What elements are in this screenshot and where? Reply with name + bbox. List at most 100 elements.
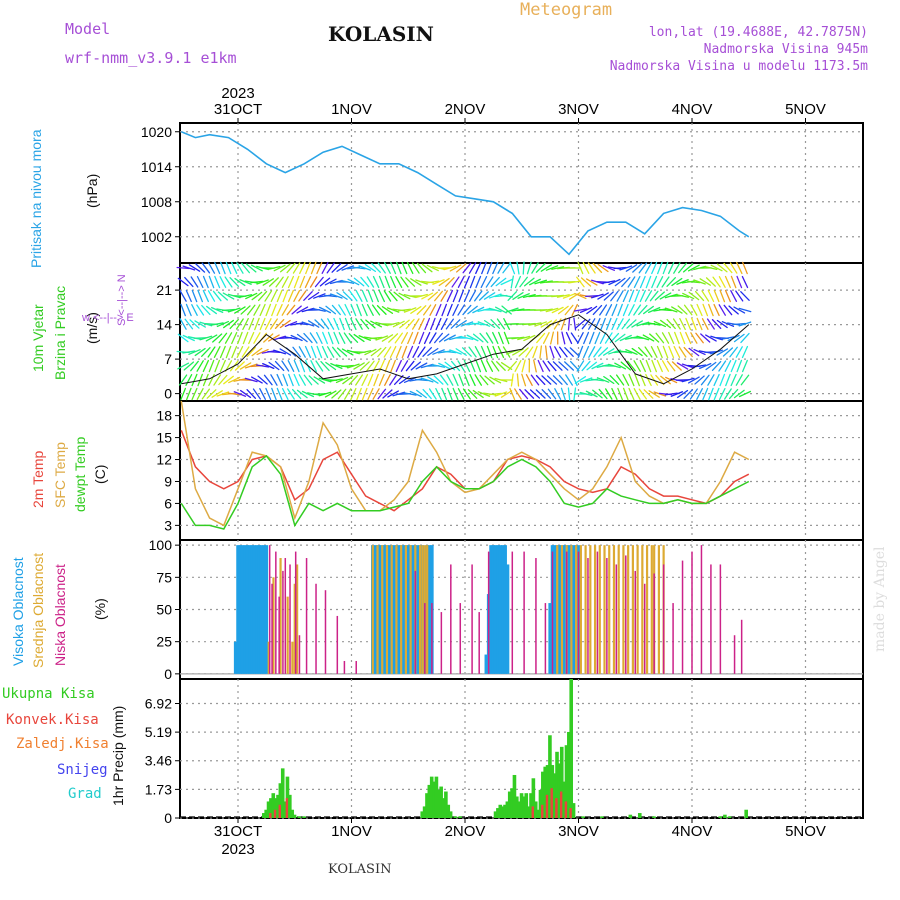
wind-arrow — [647, 322, 661, 326]
wind-arrow — [602, 265, 615, 271]
wind-arrow — [375, 335, 389, 341]
wind-arrow — [649, 333, 660, 343]
wind-arrow — [293, 290, 301, 302]
wind-arrow — [480, 345, 487, 359]
wind-arrow — [711, 318, 722, 330]
precip-conv-bar — [559, 791, 563, 818]
wind-arrow — [321, 262, 329, 274]
wind-arrow — [281, 304, 289, 316]
wind-arrow — [252, 388, 261, 400]
wind-arrow — [390, 261, 397, 275]
wind-arrow — [539, 345, 543, 359]
wind-arrow — [599, 304, 608, 316]
cloud-high-bar — [406, 545, 410, 674]
wind-arrow — [253, 304, 261, 316]
ytick-label: 12 — [156, 452, 172, 468]
wind-arrow — [716, 348, 729, 356]
wind-arrow — [259, 303, 266, 317]
wind-arrow — [218, 374, 228, 386]
wind-arrow — [701, 318, 709, 330]
precip-total-bar — [493, 811, 498, 818]
cloud-mid-bar — [627, 545, 630, 674]
wind-arrow — [672, 318, 681, 330]
wind-arrow — [324, 294, 338, 298]
station-title: KOLASIN — [328, 22, 434, 46]
precip-total-bar — [503, 804, 507, 818]
wind-arrow — [741, 275, 749, 289]
wind-arrow — [389, 374, 398, 386]
cloud-mid-bar — [296, 564, 299, 674]
wind-arrow — [554, 388, 562, 400]
wind-arrow — [386, 321, 400, 327]
wind-arrow — [298, 290, 307, 302]
wind-arrow — [458, 373, 465, 387]
wind-arrow — [643, 389, 654, 399]
wind-arrow — [507, 360, 517, 372]
wind-arrow — [674, 331, 680, 345]
cloud-low-bar — [606, 558, 608, 674]
precip-total-bar — [557, 763, 562, 818]
wind-arrow — [656, 345, 663, 359]
wind-arrow — [279, 348, 292, 356]
wind-arrow — [497, 262, 505, 274]
wind-arrow — [702, 303, 709, 317]
wind-arrow — [398, 292, 411, 300]
precip-total-bar — [543, 766, 547, 818]
wind-arrow — [279, 319, 291, 329]
wind-arrow — [264, 290, 273, 302]
wind-arrow — [308, 291, 320, 301]
wind-arrow — [432, 364, 446, 368]
wind-arrow — [325, 361, 337, 371]
wind-arrow — [360, 276, 370, 288]
wind-arrow — [704, 350, 718, 354]
cloud-mid-bar — [409, 545, 412, 674]
wind-arrow — [259, 317, 266, 331]
wind-arrow — [335, 376, 349, 384]
cloud-mid-bar — [293, 583, 296, 674]
wind-arrow — [671, 361, 682, 371]
wind-arrow — [410, 278, 422, 286]
wind-arrow — [662, 345, 669, 359]
wind-arrow — [330, 293, 343, 299]
wind-arrow — [194, 320, 206, 328]
wind-arrow — [383, 262, 391, 274]
wind-arrow — [267, 350, 281, 354]
wind-arrow — [645, 359, 652, 373]
wind-arrow — [742, 359, 748, 373]
wind-arrow — [262, 362, 275, 370]
wind-arrow — [292, 262, 301, 274]
precip-conv-bar — [278, 804, 281, 818]
wind-arrow — [387, 390, 399, 398]
wind-arrow — [234, 361, 245, 371]
wind-arrow — [268, 277, 279, 287]
precip-total-bar — [600, 816, 604, 818]
wind-arrow — [303, 374, 313, 386]
wind-arrow — [227, 392, 241, 396]
wind-arrow — [256, 348, 269, 356]
wind-arrow — [500, 294, 514, 298]
precip-conv-bar — [550, 788, 553, 818]
precip-total-bar — [283, 801, 287, 818]
wind-arrow — [378, 275, 385, 289]
wind-arrow — [512, 292, 524, 300]
wind-arrow — [621, 318, 631, 330]
wind-arrow — [401, 345, 408, 359]
wind-arrow — [682, 263, 694, 273]
wind-arrow — [492, 331, 499, 345]
wind-arrow — [644, 346, 653, 358]
wind-arrow — [355, 290, 363, 302]
wind-arrow — [638, 388, 648, 400]
wind-arrow — [205, 334, 218, 342]
wind-arrow — [611, 317, 618, 331]
wind-arrow — [638, 346, 648, 358]
wind-arrow — [236, 345, 244, 359]
wind-arrow — [282, 289, 289, 303]
wind-arrow — [648, 306, 661, 314]
wind-arrow — [377, 388, 387, 400]
precip-total-bar — [541, 771, 545, 818]
wind-arrow — [256, 364, 270, 368]
cloud-mid-bar — [641, 545, 644, 674]
ytick-label: 0 — [164, 810, 172, 826]
cloud-high-bar — [248, 545, 252, 674]
wind-arrow — [666, 318, 676, 330]
